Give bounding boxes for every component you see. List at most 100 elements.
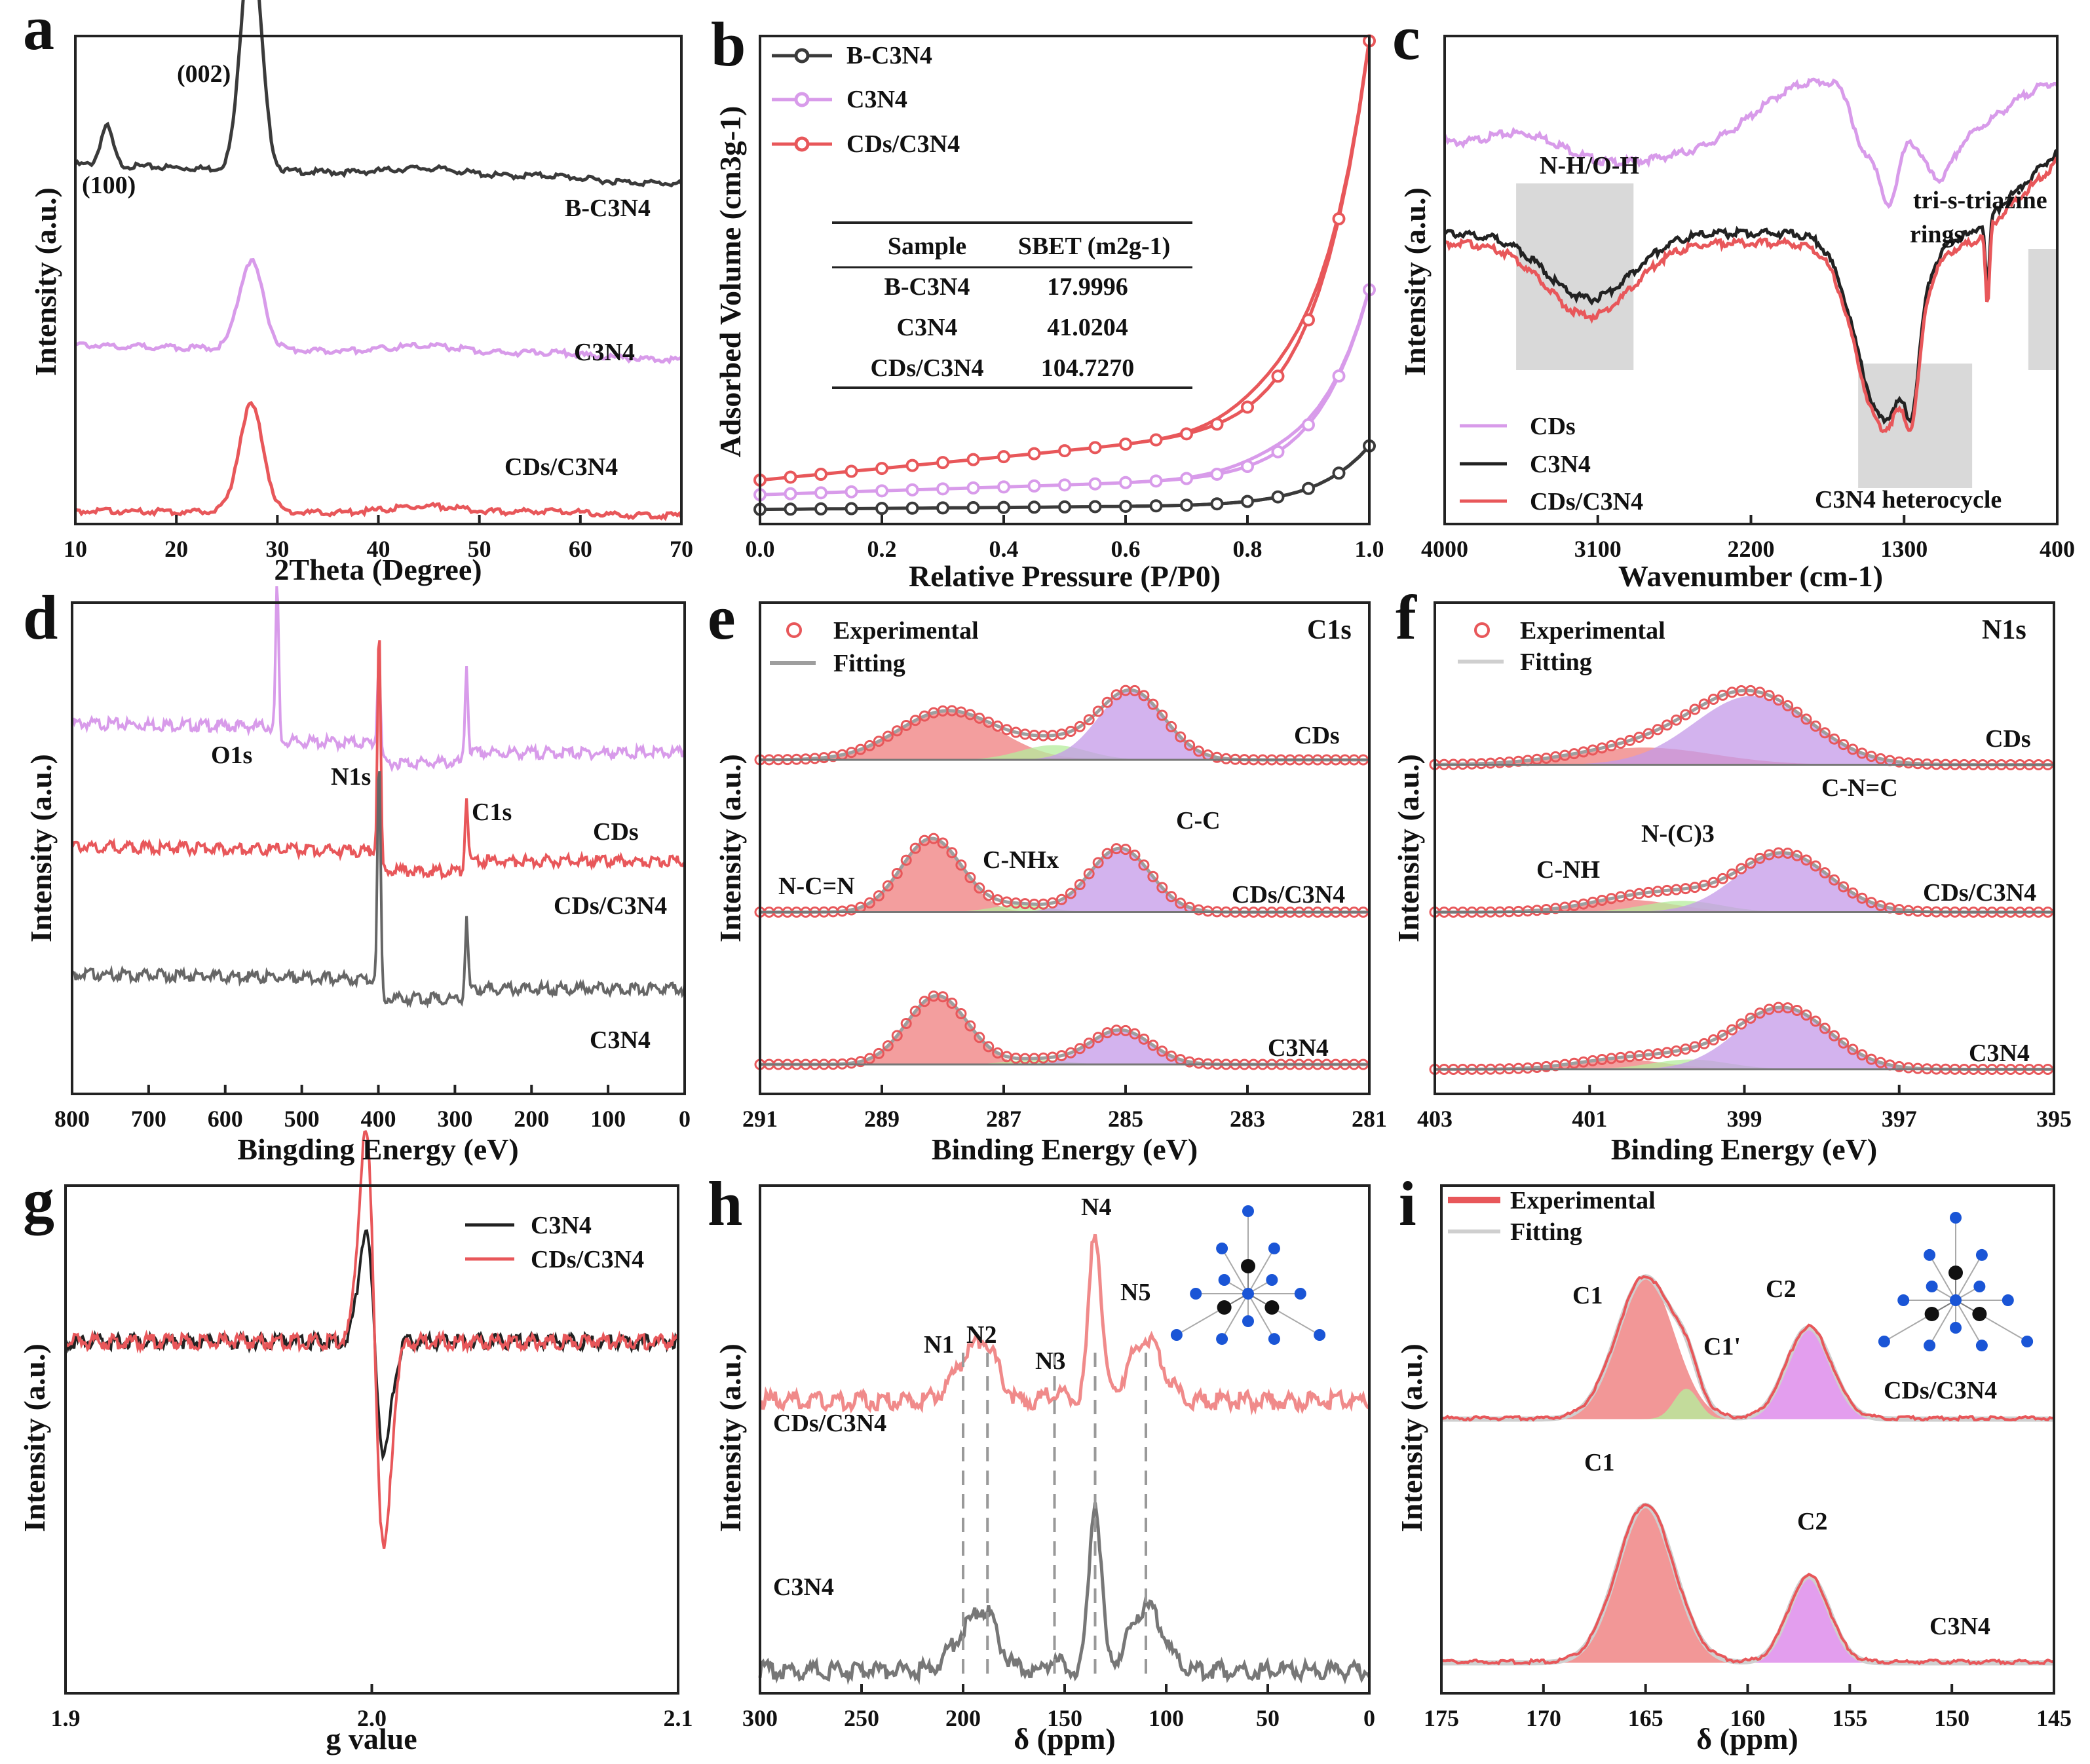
- f-experimental-point: [1782, 700, 1794, 711]
- i-xlabel: δ (ppm): [1696, 1722, 1798, 1755]
- e-experimental-point: [974, 1032, 985, 1043]
- f-experimental-point: [1810, 720, 1821, 732]
- b-table-cell-2-1: 104.7270: [1041, 354, 1135, 382]
- e-experimental-point: [1046, 897, 1058, 909]
- f-experimental-point: [1838, 881, 1850, 893]
- i-experimental-0: [1440, 1275, 2055, 1422]
- e-experimental-point: [946, 847, 958, 859]
- a-peak-002: (002): [177, 60, 231, 88]
- h-n1: N1: [924, 1331, 954, 1359]
- panel-label-h: h: [708, 1169, 742, 1239]
- i-xtick-label: 170: [1526, 1705, 1561, 1731]
- h-xtick-label: 0: [1363, 1705, 1375, 1731]
- molecule-atom: [1268, 1333, 1280, 1345]
- a-series-label-2: CDs/C3N4: [504, 453, 618, 481]
- e-experimental-point: [983, 890, 995, 901]
- f-experimental-point: [1847, 887, 1859, 899]
- molecule-bond: [1955, 1254, 1983, 1301]
- f-experimental-point: [1633, 732, 1645, 743]
- f-experimental-point: [1847, 743, 1859, 755]
- molecule-atom: [2002, 1294, 2014, 1306]
- e-xlabel: Binding Energy (eV): [932, 1133, 1198, 1166]
- c-rings: rings: [1910, 221, 1964, 248]
- g-legend: C3N4 CDs/C3N4: [465, 1212, 644, 1273]
- f-experimental-point: [1819, 1023, 1831, 1034]
- e-experimental-point: [900, 854, 912, 866]
- a-series-label-1: C3N4: [574, 339, 635, 366]
- b-point-0: [1180, 498, 1193, 512]
- i-c1-bot: C1: [1584, 1449, 1614, 1476]
- f-c-nh: C-NH: [1536, 856, 1600, 884]
- a-peak-100: (100): [82, 172, 136, 199]
- a-xtick-label: 70: [670, 536, 693, 562]
- b-point-1: [1271, 445, 1285, 459]
- f-experimental-point: [1829, 1030, 1840, 1042]
- f-experimental-point: [1736, 1018, 1747, 1030]
- e-experimental-point: [882, 1040, 894, 1052]
- f-xlabel: Binding Energy (eV): [1611, 1133, 1877, 1166]
- f-ylabel: Intensity (a.u.): [1392, 754, 1425, 943]
- b-point-1: [875, 484, 888, 498]
- d-series-1: [71, 640, 686, 880]
- b-point-0: [1119, 499, 1132, 513]
- b-point-1: [1302, 418, 1315, 432]
- f-experimental-point: [1763, 690, 1775, 702]
- f-experimental-point: [1726, 868, 1738, 880]
- f-experimental-point: [1754, 686, 1766, 698]
- b-point-2: [1271, 369, 1285, 383]
- b-point-2: [784, 470, 797, 484]
- f-xtick-label: 399: [1727, 1106, 1762, 1132]
- e-experimental-point: [864, 740, 875, 751]
- e-experimental-point: [1166, 891, 1177, 903]
- g-xtick-label: 2.0: [357, 1705, 387, 1731]
- h-n5: N5: [1120, 1279, 1150, 1306]
- molecule-atom: [1294, 1288, 1306, 1300]
- f-legend-0: Experimental: [1520, 617, 1665, 645]
- b-point-1: [1332, 369, 1346, 383]
- b-table-cell-0-0: B-C3N4: [884, 273, 970, 301]
- e-experimental-point: [1147, 698, 1159, 710]
- c-xtick-label: 2200: [1728, 536, 1775, 562]
- f-c-n-c: C-N=C: [1821, 774, 1898, 802]
- b-point-2: [1027, 447, 1041, 460]
- e-experimental-point: [919, 710, 930, 722]
- b-point-0: [966, 501, 980, 515]
- h-series-label-0: CDs/C3N4: [773, 1410, 886, 1437]
- panel-label-d: d: [23, 582, 58, 652]
- e-experimental-point: [974, 712, 985, 724]
- f-experimental-point: [1652, 724, 1663, 736]
- molecule-atom: [1926, 1281, 1938, 1292]
- i-molecule: [1878, 1212, 2034, 1352]
- d-o1s: O1s: [211, 741, 252, 769]
- molecule-atom: [1242, 1288, 1254, 1300]
- b-point-1: [1119, 476, 1132, 489]
- b-xtick-label: 1.0: [1355, 536, 1384, 562]
- molecule-atom: [1266, 1274, 1278, 1286]
- e-experimental-point: [1129, 850, 1141, 861]
- a-xlabel: 2Theta (Degree): [274, 553, 482, 586]
- i-xtick-label: 160: [1730, 1705, 1766, 1731]
- b-point-1: [784, 487, 797, 500]
- d-n1s: N1s: [331, 763, 371, 791]
- b-point-0: [814, 502, 827, 516]
- b-point-2: [1149, 433, 1163, 447]
- d-xlabel: Bingding Energy (eV): [237, 1133, 518, 1166]
- molecule-atom: [1973, 1281, 1986, 1292]
- f-experimental-point: [1772, 694, 1784, 706]
- c-series-2: [1443, 157, 2059, 434]
- b-legend-0: B-C3N4: [846, 42, 932, 69]
- e-experimental-point: [1055, 893, 1067, 905]
- a-series-2: [75, 400, 683, 521]
- f-experimental-point: [1856, 747, 1868, 759]
- f-experimental-point: [1624, 734, 1636, 746]
- e-experimental-point: [1074, 1043, 1086, 1055]
- i-series-label-0: CDs/C3N4: [1884, 1377, 1997, 1404]
- b-point-2: [1088, 441, 1102, 455]
- f-component-fill: [1435, 1007, 2054, 1070]
- h-molecule: [1170, 1205, 1326, 1345]
- d-ylabel: Intensity (a.u.): [24, 754, 58, 943]
- b-legend-1: C3N4: [846, 86, 907, 113]
- b-point-1: [1241, 460, 1254, 474]
- c-legend-0: CDs: [1530, 413, 1576, 440]
- c-xlabel: Wavenumber (cm-1): [1618, 559, 1883, 593]
